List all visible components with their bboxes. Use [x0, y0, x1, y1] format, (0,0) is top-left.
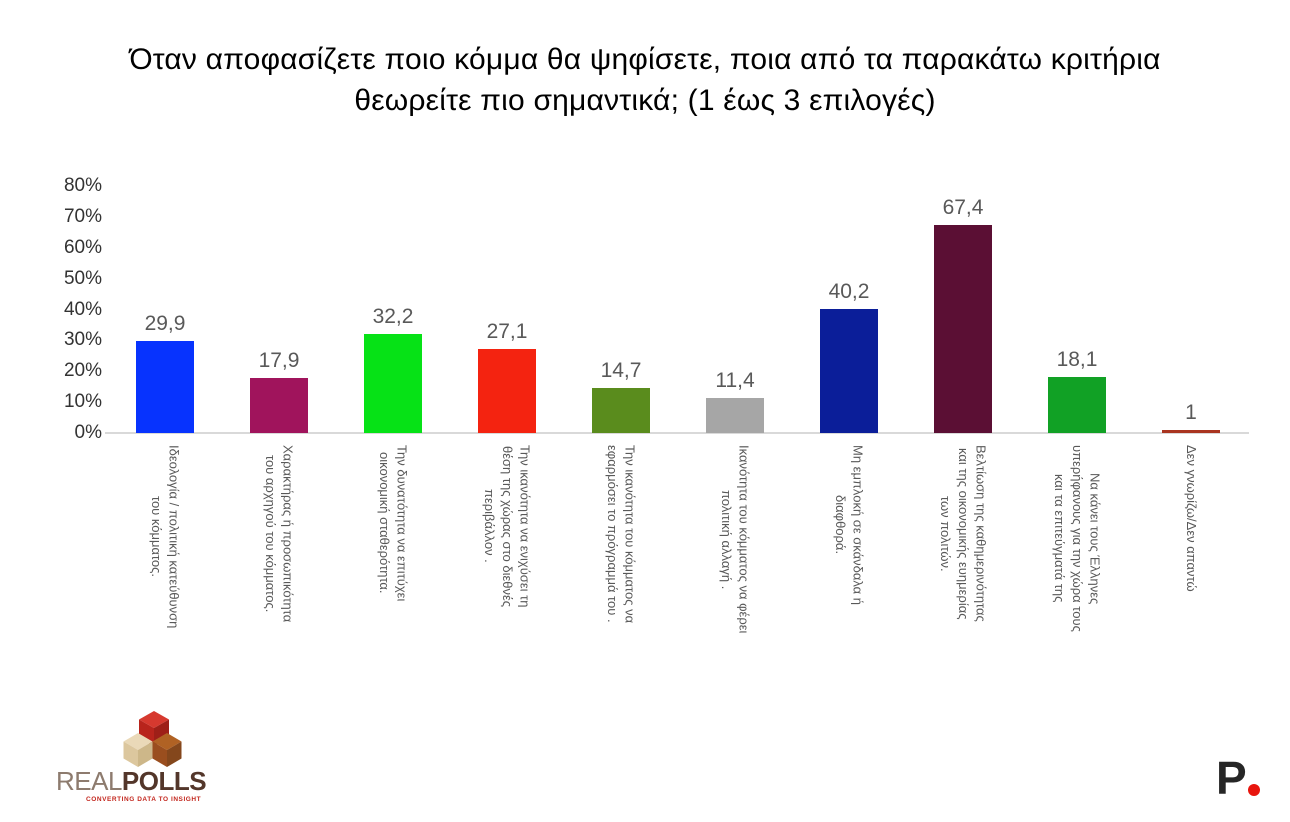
realpolls-word-polls: POLLS: [121, 766, 207, 796]
bar-value-label: 29,9: [144, 312, 186, 335]
x-axis-line: [105, 432, 1249, 434]
bar-value-label: 40,2: [828, 280, 870, 303]
y-axis-tick-label: 50%: [63, 267, 102, 289]
bar: [136, 341, 194, 433]
chart-title: Όταν αποφασίζετε ποιο κόμμα θα ψηφίσετε,…: [129, 43, 1161, 117]
p-logo: P: [1216, 752, 1260, 804]
y-axis-tick-label: 20%: [63, 360, 102, 382]
category-label: Ικανότητα του κόμματος να φέρει πολιτική…: [719, 445, 752, 634]
category-label: Δεν γνωρίζω/Δεν απαντώ: [1183, 445, 1199, 592]
bar: [706, 398, 764, 433]
category-label: Χαρακτήρας ή προσωπικότητα του αρχηγού τ…: [263, 445, 296, 623]
bar-value-label: 32,2: [372, 305, 414, 328]
bar-value-label: 67,4: [942, 196, 984, 219]
bar: [250, 378, 308, 433]
y-axis-tick-label: 30%: [63, 329, 102, 351]
bar: [478, 349, 536, 433]
category-label: Βελτίωση της καθημερινότητας και της οικ…: [938, 445, 989, 622]
bar-value-label: 27,1: [486, 320, 528, 343]
category-label: Να κάνει τους Έλληνες υπερήφανους για τη…: [1052, 445, 1103, 632]
bar-value-label: 18,1: [1056, 348, 1098, 371]
category-label: Την ικανότητα να ενιχύσει τη θέση της χώ…: [482, 445, 533, 608]
bar-value-label: 11,4: [715, 369, 755, 392]
realpolls-word-real: REAL: [56, 766, 122, 796]
bar-value-label: 17,9: [258, 349, 300, 372]
bar-value-label: 14,7: [600, 359, 642, 382]
realpolls-tagline: CONVERTING DATA TO INSIGHT: [86, 796, 202, 803]
realpolls-cubes-icon: [123, 711, 182, 767]
p-logo-dot: [1247, 784, 1260, 796]
category-label: Μη εμπλοκή σε σκάνδαλα ή διαφθορά.: [833, 445, 866, 606]
y-axis-tick-label: 80%: [63, 175, 102, 196]
realpolls-wordmark: REALPOLLS: [56, 766, 207, 797]
bar: [1162, 430, 1220, 433]
y-axis-tick-label: 10%: [63, 391, 102, 413]
bar-value-label: 1: [1185, 401, 1197, 424]
bar: [820, 309, 878, 433]
realpolls-logo: REALPOLLS CONVERTING DATA TO INSIGHT: [56, 710, 226, 803]
category-label: Την ικανότητα του κόμματος να εφαρμόσει …: [605, 445, 638, 624]
y-axis-tick-label: 40%: [63, 298, 102, 320]
bar: [592, 388, 650, 433]
category-label: Ιδεολογία / πολιτική κατεύθυνση του κόμμ…: [149, 445, 182, 629]
bar: [364, 334, 422, 433]
p-logo-letter: P: [1216, 752, 1247, 804]
bar: [1048, 377, 1106, 433]
bar: [934, 225, 992, 433]
category-label: Την δυνατότητα να επιτύχει οικονομική στ…: [377, 445, 410, 602]
y-axis-tick-label: 70%: [63, 205, 102, 227]
y-axis-tick-label: 60%: [63, 236, 102, 258]
y-axis-tick-label: 0%: [74, 422, 102, 443]
